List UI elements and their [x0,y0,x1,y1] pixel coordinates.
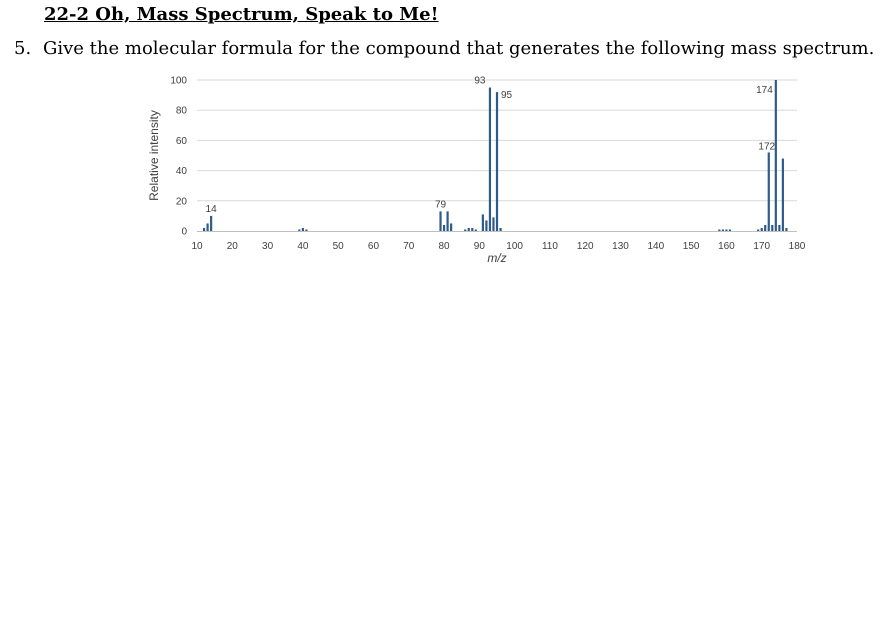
x-tick-label: 60 [368,241,380,252]
x-tick-label: 130 [612,241,629,252]
x-tick-label: 100 [506,241,523,252]
bar-mz-93 [488,87,492,231]
bar-mz-170 [760,227,763,231]
x-tick-label: 140 [647,241,664,252]
bar-mz-159 [721,229,724,231]
x-tick-label: 150 [683,241,700,252]
x-tick-label: 50 [333,241,345,252]
x-tick-label: 30 [262,241,274,252]
peak-label-174: 174 [756,85,773,96]
y-tick-label: 0 [181,227,187,238]
x-tick-label: 160 [718,241,735,252]
x-axis-label: m/z [487,251,506,265]
bar-mz-172 [767,152,770,231]
peak-label-95: 95 [501,90,513,101]
bar-mz-173 [771,224,774,231]
peak-label-14: 14 [206,204,218,215]
bar-mz-158 [718,229,721,231]
bar-mz-39 [298,229,301,231]
bar-mz-177 [785,227,788,231]
bar-mz-82 [450,223,453,231]
x-tick-label: 90 [474,241,486,252]
bar-mz-79 [439,211,442,231]
bar-mz-175 [778,224,781,231]
bar-mz-171 [764,224,767,231]
x-tick-label: 180 [789,241,806,252]
peak-label-93: 93 [474,76,486,87]
bar-mz-161 [728,229,732,231]
peak-label-79: 79 [435,199,447,210]
bar-mz-91 [481,214,484,231]
bar-mz-94 [492,217,495,231]
bar-mz-92 [485,220,488,231]
y-tick-labels: 0 20 40 60 80 100 [170,76,187,238]
bar-mz-174 [774,80,777,231]
bar-mz-87 [467,227,470,231]
x-tick-label: 10 [191,241,203,252]
question-text: Give the molecular formula for the compo… [43,38,875,59]
bar-mz-80 [442,224,446,231]
question: 5. Give the molecular formula for the com… [14,38,874,59]
x-tick-label: 20 [227,241,239,252]
y-axis-label: Relative intensity [147,110,161,201]
page-title: 22-2 Oh, Mass Spectrum, Speak to Me! [44,4,439,25]
x-tick-label: 70 [403,241,415,252]
bar-mz-160 [725,229,728,231]
y-tick-label: 80 [176,106,188,117]
peak-label-172: 172 [758,141,775,152]
bar-mz-88 [471,227,474,231]
y-tick-label: 20 [176,196,188,207]
question-number: 5. [14,38,32,59]
bar-mz-96 [499,227,502,231]
bar-mz-81 [446,211,449,231]
bar-mz-176 [781,158,784,231]
x-tick-label: 170 [753,241,770,252]
y-tick-label: 60 [176,136,188,147]
x-tick-labels: 10 20 30 40 50 60 70 80 90 100 110 120 130 140 150 160 1… [191,241,805,252]
spectrum-bars [202,80,788,231]
bar-mz-86 [464,229,467,231]
x-tick-label: 120 [577,241,594,252]
bar-mz-41 [305,229,308,231]
bar-mz-12 [202,227,206,231]
y-tick-label: 40 [176,166,188,177]
bar-mz-13 [206,223,209,231]
y-tick-label: 100 [170,76,187,87]
peak-labels: 14 79 93 95 172 174 [206,76,776,215]
x-tick-label: 80 [438,241,450,252]
bar-mz-95 [495,92,499,231]
bar-mz-89 [474,229,477,231]
bar-mz-40 [301,227,304,231]
x-tick-label: 40 [297,241,309,252]
x-tick-label: 110 [542,241,558,252]
bar-mz-14 [210,215,213,231]
bar-mz-169 [757,229,760,231]
